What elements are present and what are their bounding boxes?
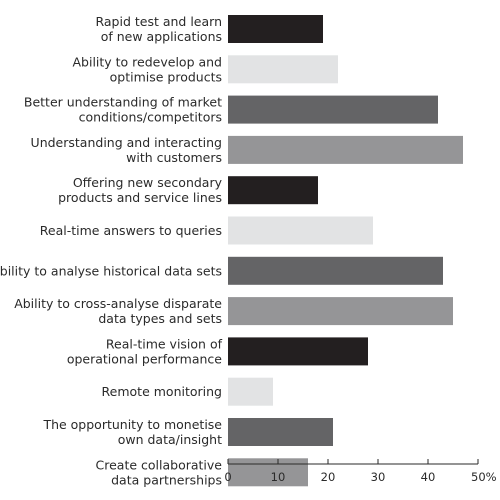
category-label-line: Rapid test and learn [95, 14, 222, 29]
bar-10 [228, 377, 273, 406]
category-label-line: Offering new secondary [73, 175, 223, 190]
bar-6 [228, 216, 373, 245]
bar-3 [228, 95, 438, 124]
x-tick-label-20: 20 [321, 470, 336, 484]
category-label-11: The opportunity to monetise own data/insi… [42, 417, 222, 447]
bar-1 [228, 15, 323, 43]
x-tick-label-30: 30 [371, 470, 386, 484]
category-label-line: own data/insight [118, 432, 222, 447]
category-label-line: operational performance [67, 351, 222, 366]
bars-group [228, 15, 463, 487]
category-label-line: optimise products [110, 69, 222, 84]
category-label-4: Understanding and interacting with custom… [31, 135, 222, 165]
category-label-1: Rapid test and learn of new applications [95, 14, 222, 44]
category-label-line: Better understanding of market [24, 95, 222, 110]
category-label-12: Create collaborative data partnerships [96, 457, 223, 487]
x-tick-label-10: 10 [271, 470, 286, 484]
category-label-line: Ability to analyse historical data sets [0, 263, 222, 278]
category-label-7: Ability to analyse historical data sets [0, 263, 222, 278]
category-label-line: Understanding and interacting [31, 135, 222, 150]
category-label-line: products and service lines [58, 190, 222, 205]
category-label-9: Real-time vision of operational performan… [67, 336, 223, 366]
category-label-line: data partnerships [111, 472, 222, 487]
category-label-line: conditions/competitors [79, 110, 222, 125]
category-label-line: Real-time answers to queries [40, 223, 222, 238]
category-label-3: Better understanding of market conditions… [24, 95, 222, 125]
category-label-2: Ability to redevelop and optimise product… [72, 54, 222, 84]
x-tick-label-50: 50% [471, 470, 497, 484]
category-label-10: Remote monitoring [102, 384, 222, 399]
category-label-line: data types and sets [98, 311, 222, 326]
x-tick-label-40: 40 [421, 470, 436, 484]
category-label-line: Remote monitoring [102, 384, 222, 399]
category-label-line: Ability to cross-analyse disparate [14, 296, 222, 311]
x-tick-label-0: 0 [224, 470, 231, 484]
bar-2 [228, 55, 338, 84]
category-label-line: The opportunity to monetise [42, 417, 222, 432]
category-label-line: of new applications [101, 29, 222, 44]
category-label-8: Ability to cross-analyse disparate data t… [14, 296, 222, 326]
category-label-line: Create collaborative [96, 457, 223, 472]
bar-9 [228, 337, 368, 366]
x-axis: 0 10 20 30 40 50% [224, 459, 497, 484]
bar-8 [228, 297, 453, 326]
bar-5 [228, 176, 318, 205]
bar-4 [228, 135, 463, 164]
category-label-line: Ability to redevelop and [72, 54, 222, 69]
category-labels-group: Rapid test and learn of new applications A… [0, 14, 223, 487]
bar-11 [228, 418, 333, 446]
bar-12 [228, 458, 308, 487]
category-label-5: Offering new secondary products and servi… [58, 175, 222, 205]
category-label-line: with customers [126, 150, 222, 165]
category-label-line: Real-time vision of [106, 336, 223, 351]
category-label-6: Real-time answers to queries [40, 223, 222, 238]
bar-7 [228, 256, 443, 285]
